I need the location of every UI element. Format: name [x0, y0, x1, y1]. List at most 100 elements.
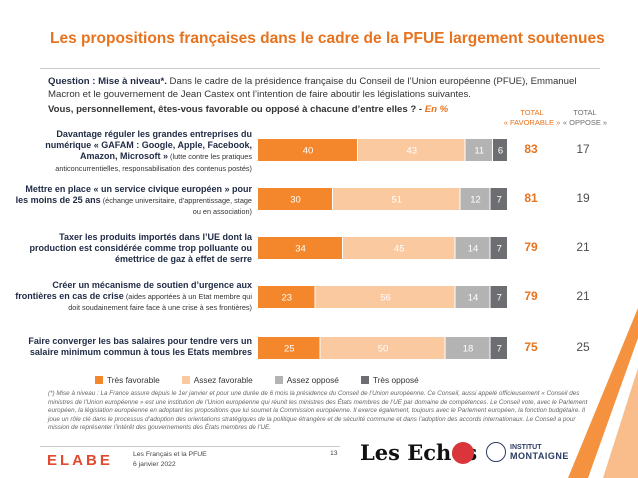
- sub-question: Vous, personnellement, êtes-vous favorab…: [48, 104, 448, 115]
- row-label: Mettre en place « un service civique eur…: [14, 184, 252, 218]
- source: Les Français et la PFUE 6 janvier 2022: [133, 450, 207, 469]
- row-label-detail: (aides apportées à un Etat membre qui do…: [68, 292, 252, 313]
- legend-label: Assez favorable: [193, 375, 253, 385]
- bar-value-label: 56: [380, 293, 391, 304]
- total-fav-line1: TOTAL: [520, 108, 544, 117]
- bar-value-label: 25: [284, 344, 295, 355]
- total-favorable-value: 79: [524, 240, 538, 254]
- bar-value-label: 7: [497, 195, 502, 206]
- source-line2: 6 janvier 2022: [133, 460, 176, 468]
- legend-item: Assez opposé: [274, 375, 339, 385]
- bar-segment: [258, 286, 315, 308]
- row-label-main: Mettre en place « un service civique eur…: [15, 184, 252, 206]
- bar-segment: [258, 237, 342, 259]
- institut-line2: MONTAIGNE: [510, 451, 569, 461]
- bar-segment: [493, 139, 507, 161]
- bar-segment: [445, 337, 490, 359]
- bar-value-label: 40: [303, 146, 314, 157]
- row-label: Faire converger les bas salaires pour te…: [14, 336, 252, 358]
- bar-segment: [455, 237, 490, 259]
- chart-legend: Très favorable Assez favorable Assez oppos…: [95, 375, 515, 385]
- total-opp-line1: TOTAL: [573, 108, 597, 117]
- source-line1: Les Français et la PFUE: [133, 451, 207, 458]
- row-label-main: Davantage réguler les grandes entreprise…: [45, 129, 252, 162]
- legend-label: Très opposé: [372, 375, 419, 385]
- bar-value-label: 12: [470, 195, 481, 206]
- legend-label: Assez opposé: [286, 375, 339, 385]
- page-title: Les propositions françaises dans le cadr…: [50, 30, 605, 47]
- row-label: Créer un mécanisme de soutien d’urgence …: [14, 280, 252, 314]
- total-oppose-value: 19: [576, 191, 590, 205]
- bar-segment: [465, 139, 492, 161]
- bar-value-label: 50: [378, 344, 389, 355]
- question-text: Question : Mise à niveau*. Dans le cadre…: [48, 75, 596, 102]
- bar-value-label: 7: [497, 344, 502, 355]
- decorative-triangle-icon: [568, 308, 638, 478]
- institut-montaigne-emblem-icon: [486, 442, 506, 462]
- bar-segment: [460, 188, 490, 210]
- footnote: (*) Mise à niveau : La France assure dep…: [48, 390, 588, 432]
- question-body: Dans le cadre de la présidence française…: [48, 76, 577, 101]
- legend-swatch: [95, 376, 103, 384]
- total-opp-line2: « OPPOSE »: [562, 118, 608, 127]
- total-favorable-value: 81: [524, 191, 538, 205]
- total-fav-line2: « FAVORABLE »: [503, 118, 561, 127]
- row-label-main: Taxer les produits importés dans l’UE do…: [29, 232, 252, 265]
- legend-label: Très favorable: [107, 375, 160, 385]
- total-favorable-header: TOTAL « FAVORABLE »: [500, 108, 564, 128]
- row-label-main: Créer un mécanisme de soutien d’urgence …: [15, 280, 252, 302]
- bar-value-label: 14: [468, 244, 479, 255]
- institut-line1: INSTITUT: [510, 444, 542, 451]
- bar-segment: [490, 337, 507, 359]
- bar-value-label: 51: [391, 195, 402, 206]
- row-label: Taxer les produits importés dans l’UE do…: [14, 232, 252, 266]
- bar-segment: [343, 237, 455, 259]
- bar-value-label: 14: [468, 293, 479, 304]
- bar-segment: [490, 286, 507, 308]
- sub-question-text: Vous, personnellement, êtes-vous favorab…: [48, 104, 425, 115]
- bar-segment: [455, 286, 490, 308]
- question-label: Question : Mise à niveau*.: [48, 76, 167, 87]
- bar-value-label: 34: [295, 244, 306, 255]
- bar-segment: [258, 139, 357, 161]
- row-label: Davantage réguler les grandes entreprise…: [14, 129, 252, 174]
- bar-segment: [358, 139, 465, 161]
- legend-swatch: [360, 376, 369, 384]
- total-favorable-value: 75: [524, 340, 538, 354]
- legend-item: Très favorable: [95, 375, 160, 385]
- bar-segment: [490, 237, 507, 259]
- bar-value-label: 7: [497, 244, 502, 255]
- total-oppose-value: 17: [576, 142, 590, 156]
- bar-value-label: 6: [498, 146, 503, 157]
- total-oppose-value: 21: [576, 240, 590, 254]
- bar-value-label: 18: [463, 344, 474, 355]
- institut-montaigne-logo: INSTITUT MONTAIGNE: [510, 443, 569, 461]
- bar-segment: [315, 286, 455, 308]
- row-label-detail: (lutte contre les pratiques anticoncurre…: [55, 152, 252, 173]
- bar-value-label: 7: [497, 293, 502, 304]
- total-favorable-value: 79: [524, 289, 538, 303]
- bar-value-label: 30: [290, 195, 301, 206]
- footer-divider: [40, 446, 340, 447]
- total-oppose-value: 25: [576, 340, 590, 354]
- bar-segment: [258, 337, 320, 359]
- bar-value-label: 43: [406, 146, 417, 157]
- total-favorable-value: 83: [524, 142, 538, 156]
- total-oppose-value: 21: [576, 289, 590, 303]
- bar-segment: [333, 188, 460, 210]
- bar-value-label: 11: [474, 146, 484, 157]
- bar-segment: [258, 188, 332, 210]
- total-oppose-header: TOTAL « OPPOSE »: [560, 108, 610, 128]
- page-number: 13: [330, 450, 338, 457]
- legend-item: Assez favorable: [181, 375, 253, 385]
- legend-item: Très opposé: [360, 375, 419, 385]
- row-label-main: Faire converger les bas salaires pour te…: [28, 336, 252, 358]
- bar-segment: [490, 188, 507, 210]
- bar-segment: [320, 337, 445, 359]
- elabe-logo: ELABE: [47, 452, 113, 469]
- bar-value-label: 45: [394, 244, 405, 255]
- unit-label: En %: [424, 104, 449, 115]
- row-label-detail: (échange universitaire, d’apprentissage,…: [100, 196, 252, 217]
- partner-round-logo: [452, 442, 474, 464]
